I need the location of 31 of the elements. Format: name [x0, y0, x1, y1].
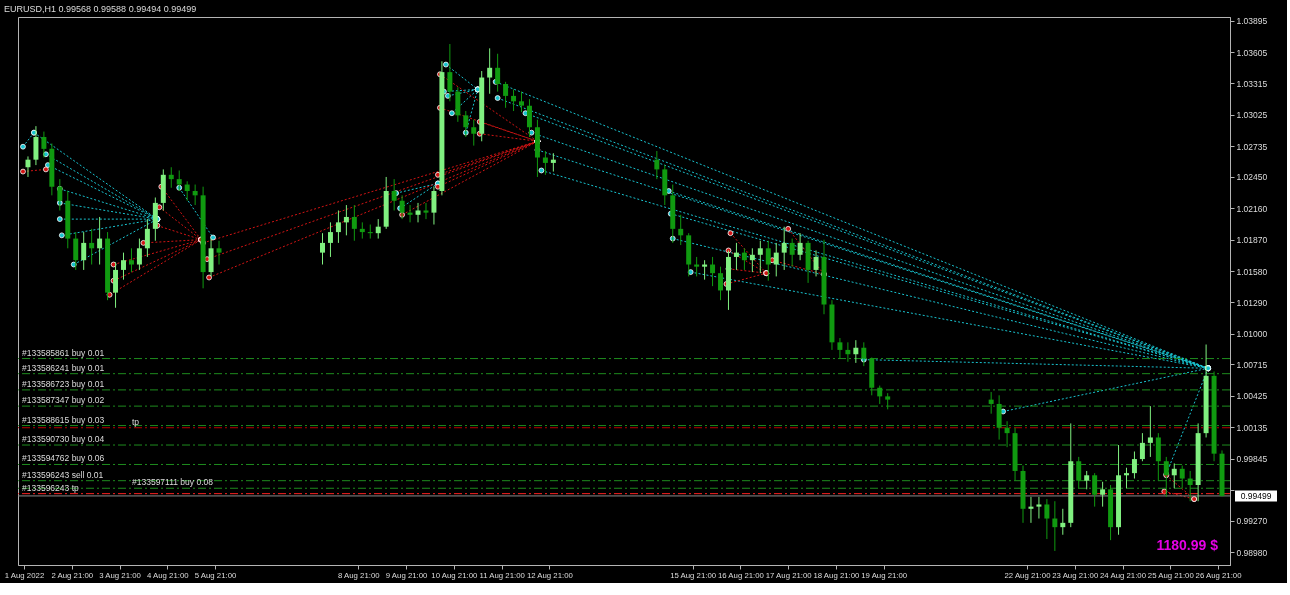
y-tick-label: 1.00425: [1236, 391, 1268, 402]
y-tick-label: 1.00715: [1236, 360, 1268, 370]
y-tick-label: 1.01580: [1236, 266, 1268, 277]
y-tick-label: 0.99845: [1236, 454, 1268, 465]
annotation: 1180.99 $: [1156, 537, 1219, 553]
ref-line-label: #133594762 buy 0.06: [22, 453, 105, 464]
ref-line-label: tp: [132, 416, 140, 427]
y-tick-label: 1.03895: [1236, 16, 1268, 27]
ref-line-label: #133596243 sell 0.01: [22, 469, 104, 480]
y-tick-label: 1.01870: [1236, 235, 1268, 246]
y-tick-label: 1.03025: [1236, 110, 1268, 121]
y-tick-label: 1.03315: [1236, 78, 1268, 89]
chart-title: EURUSD,H1 0.99568 0.99588 0.99494 0.99499: [4, 3, 197, 14]
y-tick-label: 1.03605: [1236, 47, 1268, 58]
ref-line-label: 0.99499: [1240, 490, 1272, 501]
y-tick-label: 1.02735: [1236, 141, 1268, 152]
ref-line-label: #133585861 buy 0.01: [22, 347, 105, 358]
ref-line-label: #133596243 tp: [22, 482, 79, 493]
ref-line-label: #133590730 buy 0.04: [22, 434, 105, 445]
ref-line-label: #133587347 buy 0.02: [22, 395, 105, 406]
y-tick-label: 1.01000: [1236, 329, 1268, 340]
ref-line-label: #133597111 buy 0.08: [132, 477, 214, 488]
y-tick-label: 1.02160: [1236, 203, 1268, 214]
ref-line-label: #133586241 buy 0.01: [22, 362, 105, 373]
y-tick-label: 0.99270: [1236, 516, 1268, 527]
y-tick-label: 1.02450: [1236, 172, 1268, 183]
y-tick-label: 1.01290: [1236, 297, 1268, 308]
y-tick-label: 0.98980: [1236, 547, 1268, 558]
ref-line-label: #133588615 buy 0.03: [22, 414, 105, 425]
ref-line-label: #133586723 buy 0.01: [22, 378, 105, 389]
y-tick-label: 1.00135: [1236, 422, 1268, 433]
